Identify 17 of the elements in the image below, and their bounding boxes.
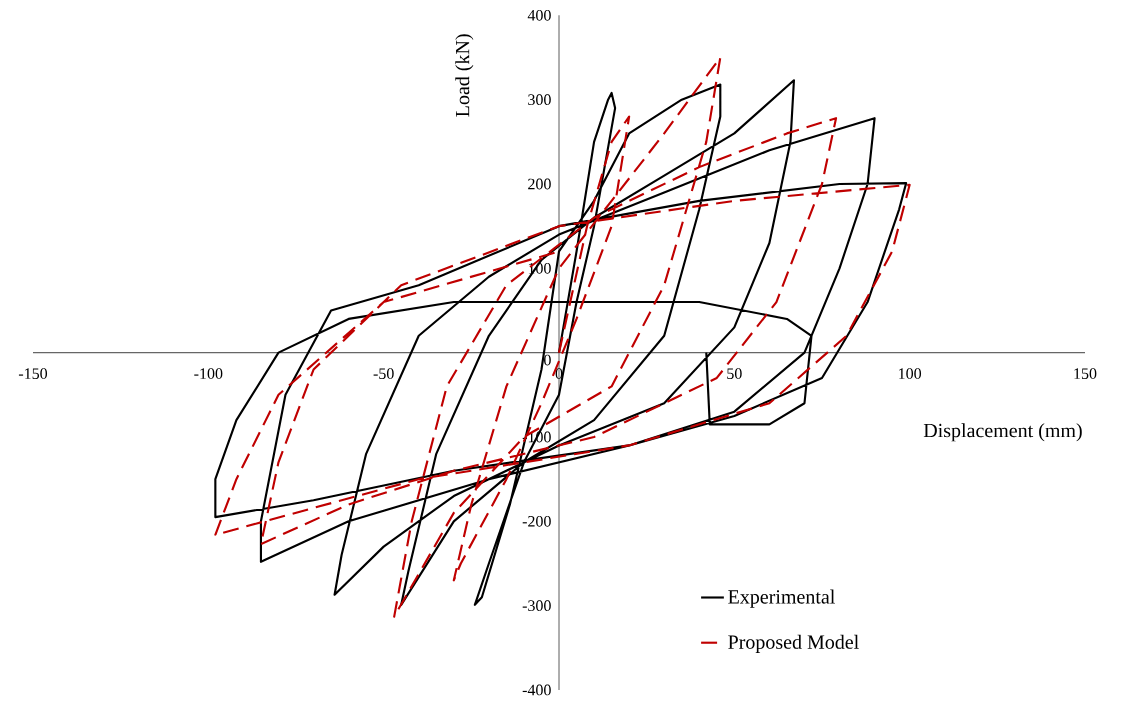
x-tick-label: 150	[1074, 368, 1097, 379]
x-tick-label: 50	[727, 368, 742, 379]
x-tick-label: -100	[194, 368, 223, 379]
legend-label: Experimental	[728, 589, 835, 608]
y-tick-label: 300	[528, 94, 551, 106]
x-tick-label: -150	[18, 368, 48, 379]
y-tick-label: 400	[527, 9, 551, 21]
x-axis-title: Displacement (mm)	[923, 423, 1082, 442]
x-tick-label: 100	[899, 368, 922, 379]
y-tick-label: -300	[522, 600, 551, 612]
y-axis-title: Load (kN)	[455, 34, 474, 117]
y-tick-label: 200	[528, 178, 551, 190]
x-tick-label: -50	[373, 368, 394, 379]
y-tick-label: 0	[544, 354, 551, 366]
legend-label: Proposed Model	[728, 634, 859, 653]
y-tick-label: -400	[522, 684, 551, 696]
y-tick-label: -200	[522, 515, 551, 527]
